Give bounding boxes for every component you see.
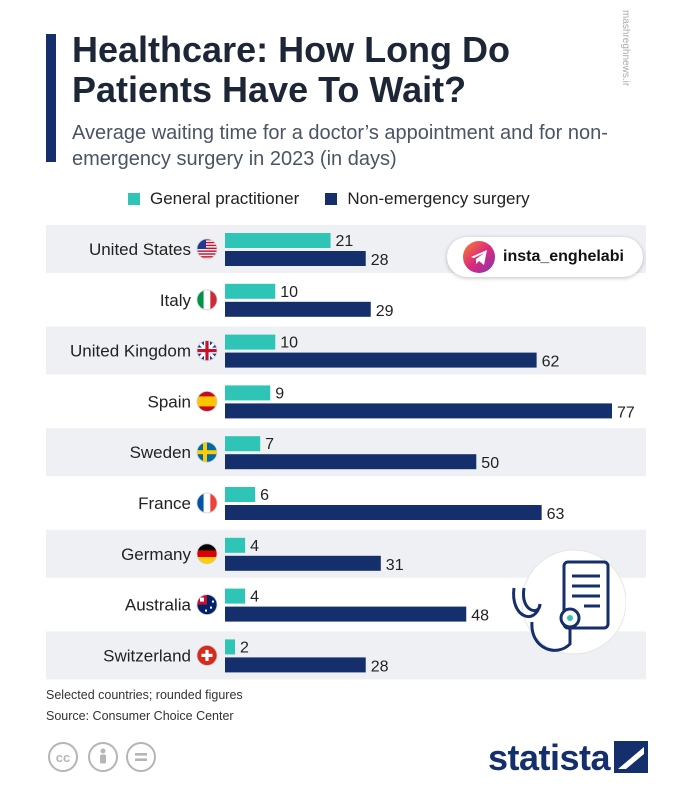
bar-gp bbox=[225, 487, 256, 502]
source-note: Source: Consumer Choice Center bbox=[46, 709, 234, 723]
bar-surgery bbox=[225, 505, 542, 520]
value-label-gp: 6 bbox=[260, 487, 269, 504]
bar-surgery bbox=[225, 657, 366, 673]
spain-flag-icon bbox=[196, 390, 218, 412]
legend-label-surgery: Non-emergency surgery bbox=[347, 189, 530, 208]
value-label-surgery: 63 bbox=[547, 506, 565, 523]
value-label-surgery: 77 bbox=[617, 404, 635, 421]
bar-gp bbox=[225, 233, 331, 248]
australia-flag-icon bbox=[196, 594, 218, 615]
bar-surgery bbox=[225, 251, 366, 266]
title-accent-bar bbox=[46, 34, 56, 162]
switzerland-flag-icon bbox=[196, 645, 218, 666]
country-label: France bbox=[138, 494, 191, 513]
bar-gp bbox=[225, 639, 236, 655]
legend-swatch-surgery bbox=[325, 193, 338, 205]
value-label-gp: 4 bbox=[250, 589, 259, 606]
value-label-surgery: 50 bbox=[481, 455, 499, 472]
value-label-gp: 10 bbox=[280, 284, 298, 301]
country-label: Sweden bbox=[130, 443, 191, 462]
footnote: Selected countries; rounded figures bbox=[46, 688, 243, 702]
bar-gp bbox=[225, 537, 246, 553]
bar-surgery bbox=[225, 301, 371, 317]
statista-logo-mark-icon bbox=[614, 741, 648, 773]
value-label-surgery: 29 bbox=[376, 303, 394, 320]
bar-surgery bbox=[225, 454, 477, 470]
legend: General practitioner Non-emergency surge… bbox=[128, 189, 556, 209]
statista-logo[interactable]: statista bbox=[488, 737, 611, 778]
no-derivatives-icon[interactable] bbox=[126, 742, 156, 772]
chart-subtitle: Average waiting time for a doctor’s appo… bbox=[72, 122, 608, 170]
country-label: Australia bbox=[125, 596, 192, 615]
country-label: Germany bbox=[121, 545, 191, 564]
medical-document-icon bbox=[512, 549, 626, 655]
sweden-flag-icon bbox=[196, 441, 218, 463]
value-label-gp: 2 bbox=[240, 639, 249, 656]
attribution-icon[interactable] bbox=[88, 742, 118, 772]
country-label: United Kingdom bbox=[70, 342, 191, 361]
value-label-surgery: 48 bbox=[471, 608, 489, 625]
social-handle-text: insta_enghelabi bbox=[503, 248, 624, 265]
bar-gp bbox=[225, 385, 271, 401]
uk-flag-icon bbox=[196, 340, 218, 362]
country-label: Spain bbox=[148, 392, 191, 411]
value-label-surgery: 28 bbox=[371, 658, 389, 675]
us-flag-icon bbox=[196, 238, 218, 260]
bar-gp bbox=[225, 334, 276, 350]
social-handle-badge[interactable]: insta_enghelabi bbox=[447, 237, 643, 277]
value-label-gp: 9 bbox=[275, 385, 284, 402]
value-label-gp: 7 bbox=[265, 436, 274, 453]
italy-flag-icon bbox=[196, 289, 218, 311]
bar-gp bbox=[225, 436, 261, 452]
bar-surgery bbox=[225, 606, 467, 622]
value-label-gp: 21 bbox=[336, 233, 354, 250]
cc-license-icon[interactable]: cc bbox=[48, 742, 78, 772]
chart-title: Healthcare: How Long Do Patients Have To… bbox=[72, 29, 511, 110]
value-label-surgery: 62 bbox=[542, 354, 560, 371]
france-flag-icon bbox=[196, 492, 218, 514]
country-label: Italy bbox=[160, 291, 192, 310]
bar-gp bbox=[225, 588, 246, 604]
legend-item-gp: General practitioner bbox=[128, 189, 299, 209]
country-label: Switzerland bbox=[103, 646, 191, 665]
value-label-surgery: 31 bbox=[386, 557, 404, 574]
watermark: mashreghnews.ir bbox=[620, 10, 631, 87]
bar-surgery bbox=[225, 403, 612, 419]
legend-label-gp: General practitioner bbox=[150, 189, 300, 208]
germany-flag-icon bbox=[196, 543, 218, 565]
bar-surgery bbox=[225, 555, 381, 571]
legend-swatch-gp bbox=[128, 193, 140, 205]
country-label: United States bbox=[89, 240, 191, 259]
value-label-surgery: 28 bbox=[371, 252, 389, 269]
telegram-icon bbox=[463, 241, 495, 273]
bar-surgery bbox=[225, 352, 537, 368]
value-label-gp: 10 bbox=[280, 335, 298, 352]
legend-item-surgery: Non-emergency surgery bbox=[325, 189, 530, 209]
value-label-gp: 4 bbox=[250, 538, 259, 555]
bar-gp bbox=[225, 283, 276, 299]
